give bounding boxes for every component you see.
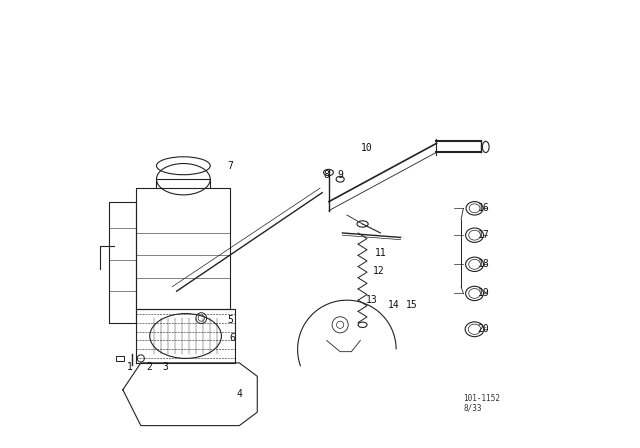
Text: 14: 14: [388, 300, 400, 310]
Text: 4: 4: [236, 389, 243, 399]
Text: 18: 18: [477, 259, 490, 269]
Text: 3: 3: [163, 362, 168, 372]
Text: 12: 12: [372, 266, 384, 276]
Text: 10: 10: [361, 143, 373, 153]
Text: 101-1152
8/33: 101-1152 8/33: [463, 393, 500, 413]
Text: 16: 16: [477, 203, 490, 213]
Text: 2: 2: [146, 362, 152, 372]
Text: 1: 1: [127, 362, 132, 372]
Text: 7: 7: [227, 161, 234, 171]
Text: 8: 8: [324, 170, 330, 180]
Text: 13: 13: [365, 295, 378, 305]
Text: 9: 9: [337, 170, 343, 180]
Text: 17: 17: [477, 230, 490, 240]
Text: 19: 19: [477, 289, 490, 298]
Text: 5: 5: [227, 315, 234, 325]
Text: 20: 20: [477, 324, 490, 334]
Text: 6: 6: [230, 333, 236, 343]
FancyBboxPatch shape: [116, 356, 124, 361]
Text: 15: 15: [406, 300, 418, 310]
Text: 11: 11: [374, 248, 387, 258]
